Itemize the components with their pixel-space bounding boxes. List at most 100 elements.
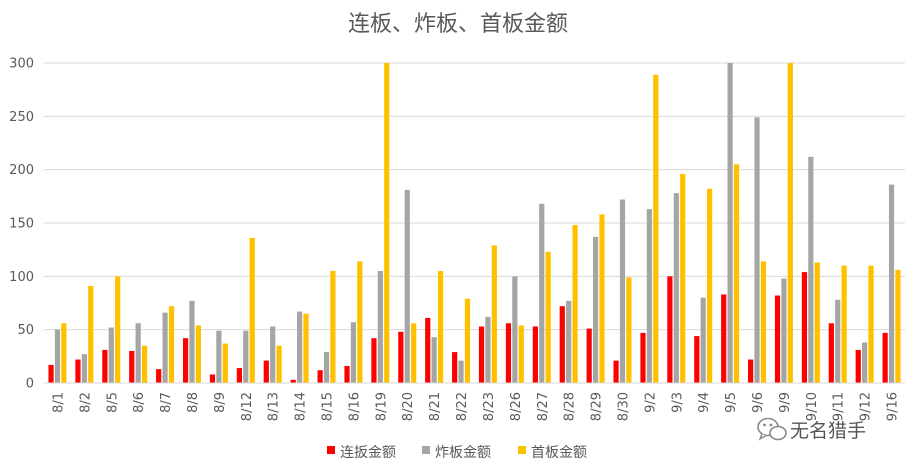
bar-3 bbox=[760, 261, 767, 383]
x-tick-label: 9/9 bbox=[778, 392, 793, 413]
x-tick-label: 8/16 bbox=[347, 392, 362, 421]
bar-2 bbox=[808, 156, 814, 383]
x-tick-label: 8/15 bbox=[321, 392, 336, 421]
x-axis-ticks: 8/1 8/2 8/5 8/6 8/7 8/8 8/9 8/12 8/13 8/14 8/15 8/1… bbox=[51, 392, 900, 421]
bar-1 bbox=[398, 331, 404, 383]
bar-3 bbox=[572, 225, 578, 383]
y-tick-label: 300 bbox=[9, 57, 34, 72]
watermark: 无名猎手 bbox=[757, 417, 866, 442]
bar-2 bbox=[189, 300, 195, 383]
bar-1 bbox=[425, 317, 431, 383]
y-tick-label: 150 bbox=[9, 217, 34, 232]
bar-2 bbox=[135, 323, 141, 383]
x-tick-label: 9/16 bbox=[886, 392, 901, 421]
bar-1 bbox=[156, 369, 162, 383]
bar-1 bbox=[75, 359, 81, 383]
bar-1 bbox=[667, 276, 673, 383]
bar-1 bbox=[855, 349, 861, 383]
bar-2 bbox=[727, 63, 733, 383]
bar-3 bbox=[249, 237, 255, 383]
bar-1 bbox=[452, 352, 458, 383]
x-tick-label: 9/4 bbox=[697, 392, 712, 413]
x-tick-label: 8/7 bbox=[159, 392, 174, 413]
x-tick-label: 9/3 bbox=[670, 392, 685, 413]
bar-2 bbox=[646, 209, 652, 383]
bar-3 bbox=[545, 251, 551, 383]
x-tick-label: 8/13 bbox=[267, 392, 282, 421]
x-tick-label: 8/8 bbox=[186, 392, 201, 413]
bar-3 bbox=[141, 345, 148, 383]
bar-2 bbox=[243, 330, 249, 383]
bar-2 bbox=[619, 199, 626, 383]
legend-item: 炸板金额 bbox=[422, 445, 491, 461]
x-tick-label: 8/5 bbox=[105, 392, 120, 413]
bar-1 bbox=[748, 359, 754, 383]
bar-2 bbox=[566, 300, 572, 383]
bar-2 bbox=[512, 276, 518, 383]
bar-3 bbox=[599, 214, 605, 383]
x-tick-label: 9/5 bbox=[724, 392, 739, 413]
bar-3 bbox=[841, 265, 847, 383]
legend-label: 首板金额 bbox=[531, 445, 587, 461]
bar-1 bbox=[613, 360, 619, 383]
x-tick-label: 8/20 bbox=[401, 392, 416, 421]
bar-3 bbox=[518, 325, 524, 383]
bars bbox=[48, 63, 901, 384]
x-tick-label: 9/10 bbox=[805, 392, 820, 421]
bar-2 bbox=[862, 342, 868, 383]
y-axis-ticks: 0 50 100 150 200 250 300 bbox=[9, 57, 34, 392]
bar-2 bbox=[350, 322, 357, 383]
bar-2 bbox=[592, 236, 599, 383]
bar-3 bbox=[733, 164, 740, 383]
legend-label: 炸板金额 bbox=[435, 445, 491, 461]
bar-3 bbox=[195, 325, 201, 383]
bar-1 bbox=[694, 336, 700, 383]
bar-2 bbox=[485, 316, 491, 383]
legend-label: 连扳金额 bbox=[340, 445, 396, 461]
x-tick-label: 8/22 bbox=[455, 392, 470, 421]
bar-3 bbox=[222, 343, 228, 383]
x-tick-label: 8/23 bbox=[482, 392, 497, 421]
bar-1 bbox=[774, 295, 781, 383]
x-tick-label: 8/19 bbox=[374, 392, 389, 421]
x-tick-label: 9/12 bbox=[859, 392, 874, 421]
bar-3 bbox=[115, 276, 121, 383]
bar-2 bbox=[888, 184, 895, 383]
gridlines bbox=[44, 62, 905, 331]
wechat-icon bbox=[757, 417, 787, 441]
bar-3 bbox=[411, 323, 417, 383]
bar-3 bbox=[357, 261, 363, 383]
x-tick-label: 8/29 bbox=[590, 392, 605, 421]
bar-1 bbox=[344, 365, 350, 383]
bar-1 bbox=[801, 272, 808, 383]
bar-2 bbox=[431, 337, 437, 383]
bar-3 bbox=[868, 265, 874, 383]
legend-item: 首板金额 bbox=[518, 445, 587, 461]
x-tick-label: 8/28 bbox=[563, 392, 578, 421]
bar-1 bbox=[828, 323, 834, 383]
x-tick-label: 8/30 bbox=[616, 392, 631, 421]
bar-2 bbox=[108, 327, 114, 383]
bar-2 bbox=[323, 352, 330, 383]
y-tick-label: 100 bbox=[9, 270, 34, 285]
bar-1 bbox=[478, 326, 485, 383]
bar-2 bbox=[81, 354, 87, 383]
bar-2 bbox=[458, 360, 464, 383]
bar-3 bbox=[491, 245, 497, 383]
bar-3 bbox=[276, 345, 282, 383]
x-tick-label: 8/9 bbox=[213, 392, 228, 413]
bar-1 bbox=[532, 326, 538, 383]
bar-1 bbox=[290, 379, 296, 383]
bar-1 bbox=[371, 338, 377, 383]
bar-1 bbox=[882, 332, 888, 383]
bar-1 bbox=[586, 328, 592, 383]
bar-3 bbox=[168, 306, 175, 383]
bar-2 bbox=[162, 312, 168, 383]
bar-3 bbox=[437, 271, 444, 383]
bar-1 bbox=[182, 338, 189, 383]
y-tick-label: 200 bbox=[9, 163, 34, 178]
bar-1 bbox=[559, 306, 565, 383]
bar-1 bbox=[263, 360, 269, 383]
